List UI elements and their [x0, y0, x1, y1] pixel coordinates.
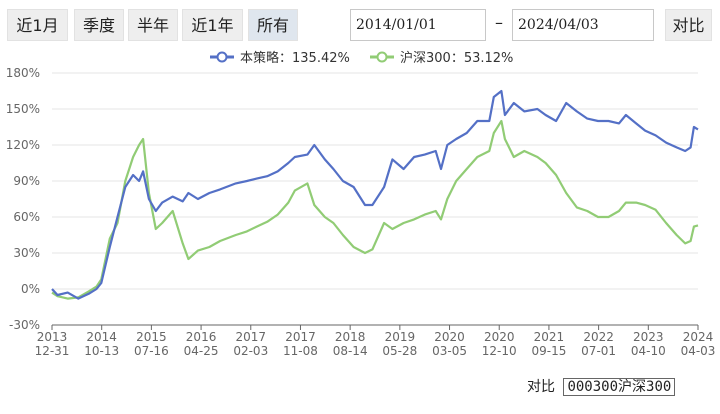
x-tick-date-5: 11-08 — [283, 344, 318, 358]
y-tick-label-0: -30% — [9, 318, 40, 332]
x-tick-year-13: 2024 — [683, 330, 714, 344]
x-tick-year-11: 2022 — [583, 330, 614, 344]
y-tick-label-1: 0% — [21, 282, 40, 296]
x-tick-year-12: 2023 — [633, 330, 664, 344]
y-tick-label-4: 90% — [13, 174, 40, 188]
x-tick-date-4: 02-03 — [233, 344, 268, 358]
x-tick-year-6: 2018 — [335, 330, 366, 344]
footer-compare-label: 对比 — [527, 379, 555, 395]
x-tick-year-10: 2021 — [534, 330, 565, 344]
range-all-button[interactable]: 所有 — [248, 9, 298, 41]
range-1y-button[interactable]: 近1年 — [182, 9, 243, 41]
x-tick-date-6: 08-14 — [333, 344, 368, 358]
x-tick-year-5: 2017 — [285, 330, 316, 344]
legend-label-1: 沪深300：53.12% — [400, 50, 513, 66]
y-tick-label-7: 180% — [6, 66, 40, 80]
y-tick-label-5: 120% — [6, 138, 40, 152]
x-tick-year-3: 2016 — [186, 330, 217, 344]
x-tick-date-7: 05-28 — [382, 344, 417, 358]
legend-marker-0 — [216, 51, 228, 63]
compare-footer: 对比 000300沪深300 — [527, 376, 676, 396]
x-tick-date-1: 10-13 — [84, 344, 119, 358]
y-tick-label-2: 30% — [13, 246, 40, 260]
x-tick-year-8: 2020 — [434, 330, 465, 344]
y-tick-label-3: 60% — [13, 210, 40, 224]
range-quarter-button[interactable]: 季度 — [74, 9, 124, 41]
legend-label-0: 本策略：135.42% — [240, 50, 350, 66]
x-tick-date-13: 04-03 — [681, 344, 716, 358]
x-tick-date-10: 09-15 — [531, 344, 566, 358]
x-tick-year-4: 2017 — [235, 330, 266, 344]
x-tick-year-9: 2020 — [484, 330, 515, 344]
end-date-input[interactable]: 2024/04/03 — [512, 9, 654, 41]
x-tick-date-2: 07-16 — [134, 344, 169, 358]
x-tick-date-0: 12-31 — [35, 344, 70, 358]
range-1m-button[interactable]: 近1月 — [7, 9, 68, 41]
series-line-0 — [51, 89, 699, 300]
x-tick-date-12: 04-10 — [631, 344, 666, 358]
date-separator: – — [495, 13, 503, 32]
x-tick-date-3: 04-25 — [184, 344, 219, 358]
x-tick-year-7: 2019 — [385, 330, 416, 344]
footer-code-text: 000300 — [567, 379, 619, 395]
x-tick-date-8: 03-05 — [432, 344, 467, 358]
returns-line-chart: 本策略：135.42% 沪深300：53.12% -30% 0% 30% 60% 90% 12… — [6, 50, 716, 358]
x-tick-date-11: 07-01 — [581, 344, 616, 358]
range-halfyear-button[interactable]: 半年 — [128, 9, 178, 41]
start-date-input[interactable]: 2014/01/01 — [350, 9, 486, 41]
footer-index-code[interactable]: 000300沪深300 — [563, 378, 676, 396]
legend-marker-1 — [376, 51, 388, 63]
footer-name-text: 沪深300 — [618, 379, 672, 395]
x-tick-year-0: 2013 — [37, 330, 68, 344]
series-line-1 — [51, 119, 699, 300]
x-tick-year-1: 2014 — [86, 330, 117, 344]
x-tick-year-2: 2015 — [136, 330, 167, 344]
compare-button[interactable]: 对比 — [665, 9, 712, 41]
x-tick-date-9: 12-10 — [482, 344, 517, 358]
y-tick-label-6: 150% — [6, 102, 40, 116]
